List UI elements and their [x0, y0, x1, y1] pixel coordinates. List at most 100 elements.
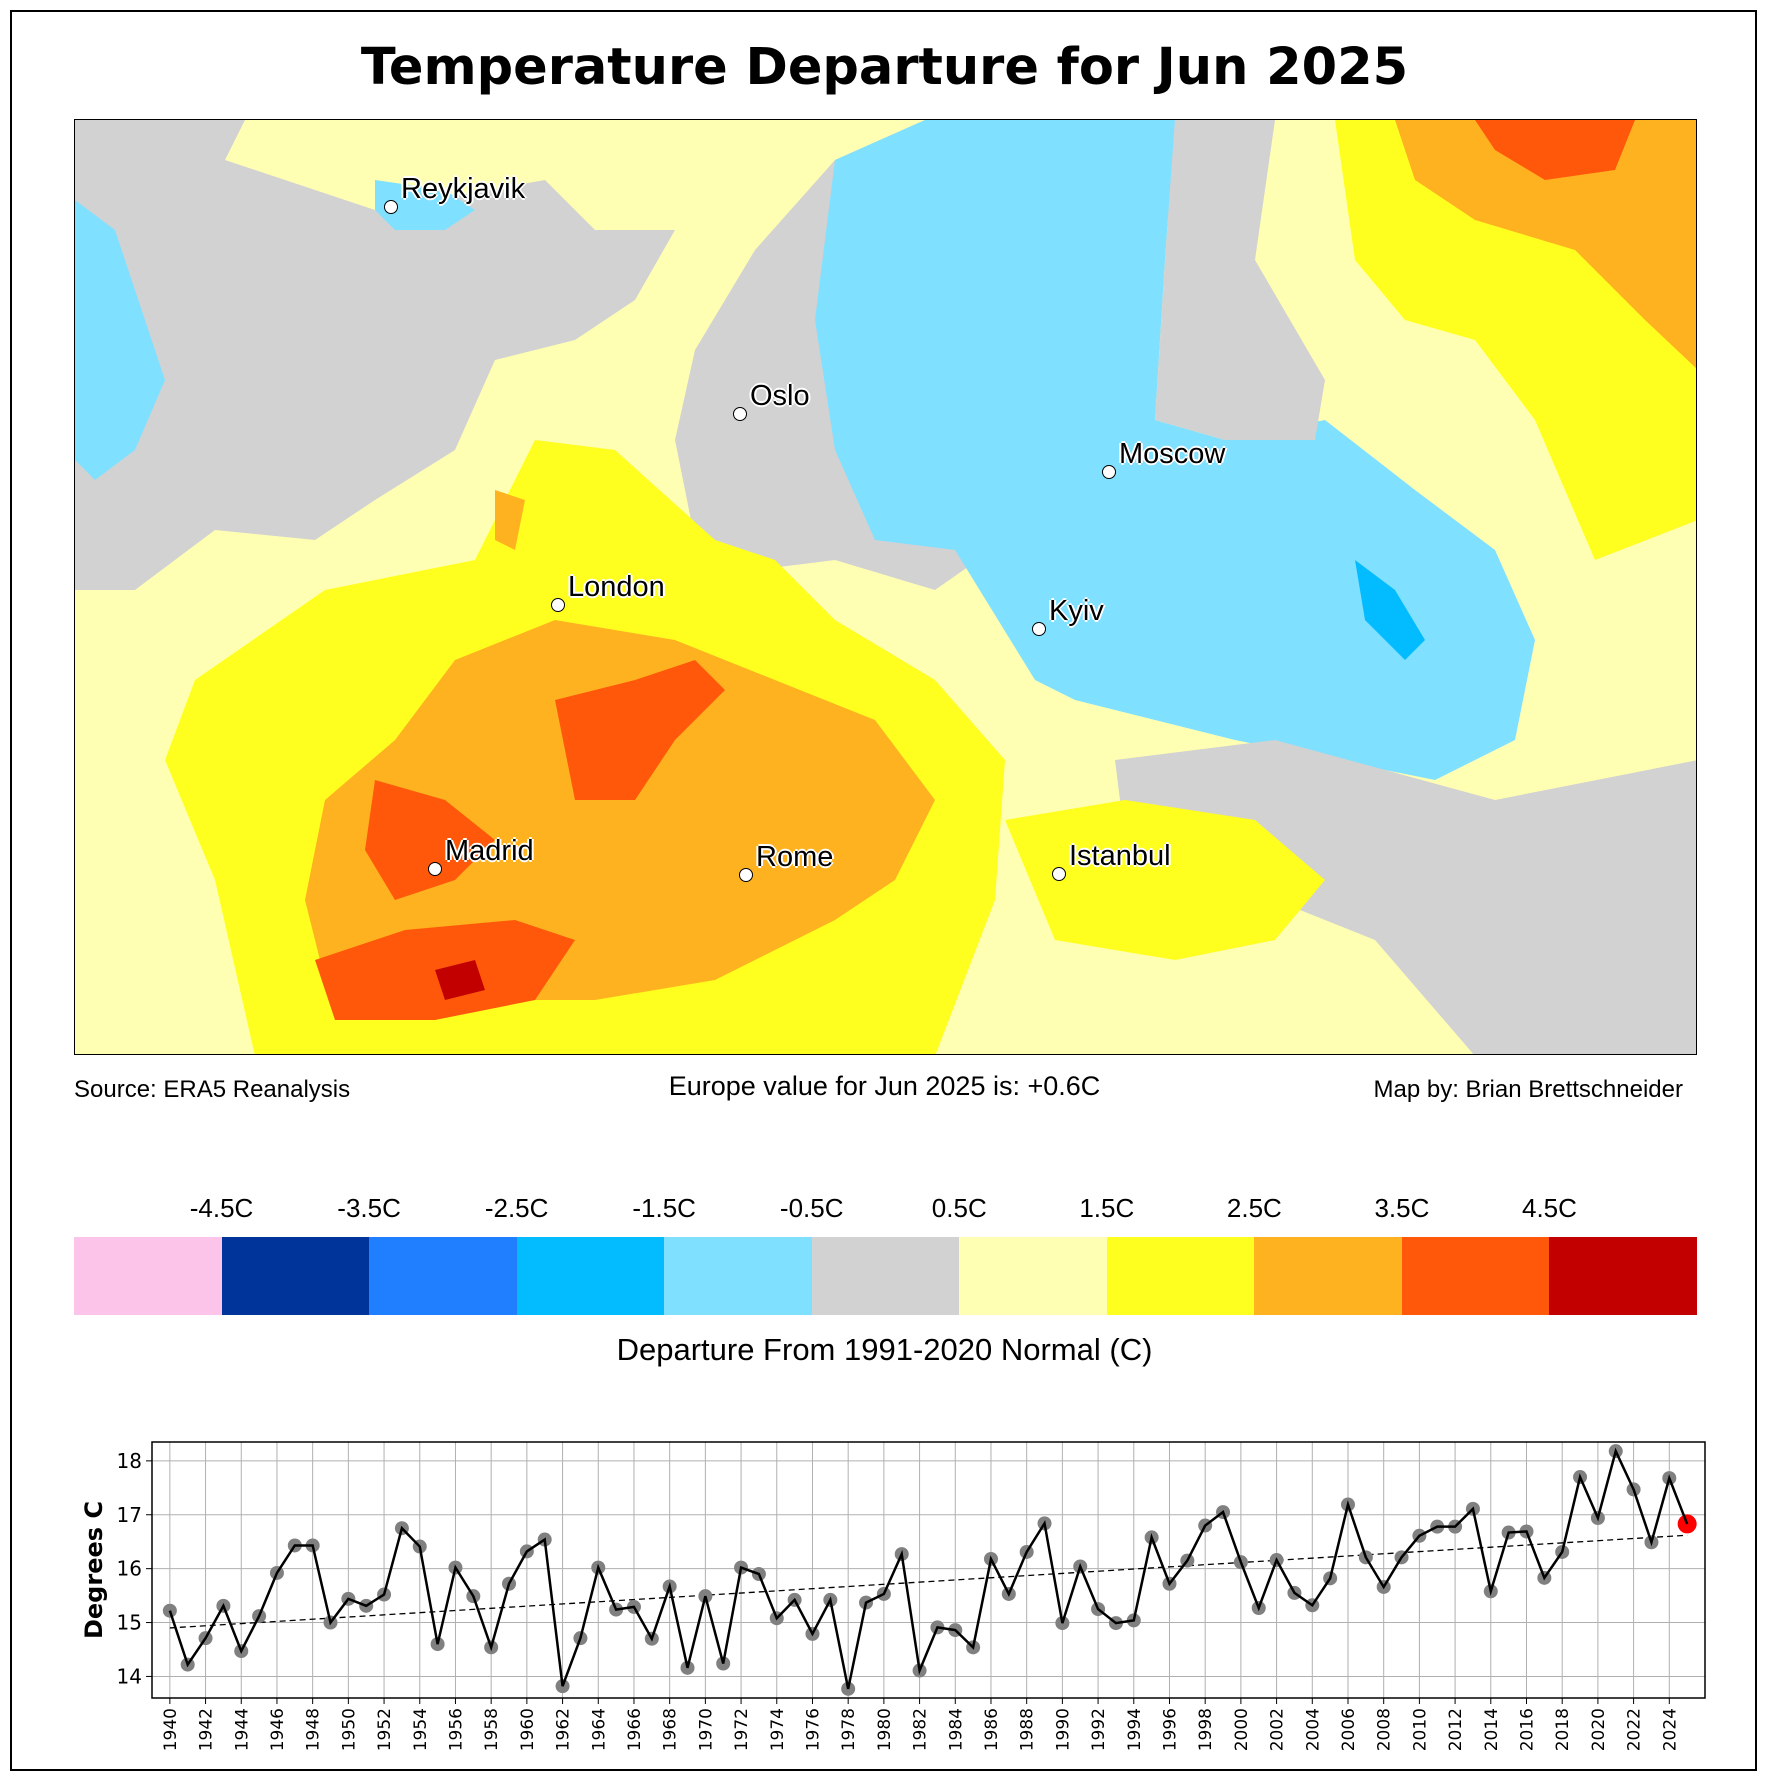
x-tick-label: 1978: [839, 1708, 859, 1751]
y-tick-label: 18: [117, 1449, 142, 1473]
legend-tick-label: 2.5C: [1226, 1193, 1282, 1223]
x-tick-label: 2024: [1660, 1708, 1680, 1751]
city-label: Moscow: [1119, 438, 1226, 470]
x-tick-label: 2018: [1553, 1708, 1573, 1751]
legend-tick-label: 4.5C: [1521, 1193, 1577, 1223]
city-marker-madrid: [428, 862, 442, 876]
x-tick-label: 2014: [1482, 1708, 1502, 1751]
city-marker-istanbul: [1052, 867, 1066, 881]
legend-swatch: [221, 1237, 370, 1315]
y-tick-label: 14: [117, 1664, 142, 1688]
x-tick-label: 1960: [518, 1708, 538, 1751]
x-tick-label: 2012: [1446, 1708, 1466, 1751]
legend-tick-label: 3.5C: [1374, 1193, 1430, 1223]
x-tick-label: 1942: [197, 1708, 217, 1751]
map-region-grey-east: [1155, 120, 1325, 440]
city-label: Istanbul: [1069, 840, 1171, 872]
x-tick-label: 1998: [1196, 1708, 1216, 1751]
x-tick-label: 1946: [268, 1708, 288, 1751]
city-marker-oslo: [733, 407, 747, 421]
legend-swatch: [959, 1237, 1107, 1315]
x-tick-label: 1992: [1089, 1708, 1109, 1751]
highlight-point-2025: [1677, 1514, 1697, 1534]
credit-label: Map by: Brian Brettschneider: [1373, 1076, 1683, 1103]
x-tick-label: 1964: [589, 1708, 609, 1751]
map-region-red-alps: [555, 660, 725, 800]
x-tick-label: 1956: [446, 1708, 466, 1751]
x-tick-label: 1954: [411, 1708, 431, 1751]
source-label: Source: ERA5 Reanalysis: [74, 1076, 351, 1103]
x-tick-label: 1988: [1018, 1708, 1038, 1751]
map-region-blue-caspian: [1355, 560, 1425, 660]
map-region-lightblue-iceland: [375, 180, 475, 230]
legend-tick-label: -4.5C: [189, 1193, 254, 1223]
legend-swatch: [1401, 1237, 1550, 1315]
legend-colorbar: [74, 1237, 1698, 1315]
europe-summary: Europe value for Jun 2025 is: +0.6C: [668, 1071, 1101, 1101]
legend-tick-label: -3.5C: [337, 1193, 401, 1223]
city-marker-reykjavik: [384, 200, 398, 214]
y-tick-label: 17: [117, 1503, 142, 1527]
figure-frame: [10, 10, 1757, 1771]
map-region-lightblue-east: [815, 120, 1535, 780]
legend-title: Departure From 1991-2020 Normal (C): [616, 1332, 1153, 1367]
x-tick-label: 1974: [768, 1708, 788, 1751]
x-tick-label: 1982: [911, 1708, 931, 1751]
map-region-lightblue-atlantic: [75, 200, 165, 480]
city-label: Kyiv: [1049, 595, 1104, 627]
city-label: Oslo: [750, 380, 810, 412]
x-tick-label: 1952: [375, 1708, 395, 1751]
x-tick-label: 2020: [1589, 1708, 1609, 1751]
y-tick-label: 15: [117, 1611, 142, 1635]
x-tick-label: 1958: [482, 1708, 502, 1751]
map-region-darkred-northafrica: [435, 960, 485, 1000]
legend-swatch: [74, 1237, 222, 1315]
x-tick-label: 1980: [875, 1708, 895, 1751]
legend-swatch: [811, 1237, 960, 1315]
x-tick-label: 1976: [803, 1708, 823, 1751]
x-tick-label: 1984: [946, 1708, 966, 1751]
x-tick-label: 1970: [696, 1708, 716, 1751]
map-region-grey-southeast: [1115, 740, 1696, 1054]
x-tick-label: 1972: [732, 1708, 752, 1751]
map-region-orange-uk: [495, 490, 525, 550]
x-tick-label: 1940: [161, 1708, 181, 1751]
legend-swatch: [664, 1237, 812, 1315]
city-label: London: [568, 571, 665, 603]
page-title: Temperature Departure for Jun 2025: [360, 38, 1409, 97]
x-tick-label: 2016: [1517, 1708, 1537, 1751]
trend-line: [169, 1534, 1688, 1629]
x-tick-label: 1968: [661, 1708, 681, 1751]
legend-tick-label: -1.5C: [632, 1193, 696, 1223]
x-tick-label: 1994: [1125, 1708, 1145, 1751]
map-region-grey-atlantic: [75, 120, 675, 590]
city-markers: Reykjavik Oslo Moscow London Kyiv Madrid Rome I…: [75, 120, 1696, 1054]
map-region-yellow-turkey: [1005, 800, 1325, 960]
y-axis-label: Degrees C: [80, 1501, 108, 1639]
temperature-departure-map: Reykjavik Oslo Moscow London Kyiv Madrid Rome I…: [74, 119, 1697, 1055]
city-marker-moscow: [1102, 465, 1116, 479]
legend-tick-label: -2.5C: [484, 1193, 549, 1223]
plot-frame: [151, 1441, 1706, 1699]
x-tick-label: 1966: [625, 1708, 645, 1751]
legend-swatch: [1106, 1237, 1255, 1315]
legend-tick-label: -0.5C: [779, 1193, 844, 1223]
series-line: [168, 1447, 1689, 1690]
x-tick-label: 2004: [1303, 1708, 1323, 1751]
legend-swatch: [369, 1237, 517, 1315]
x-tick-label: 1996: [1160, 1708, 1180, 1751]
x-tick-label: 2000: [1232, 1708, 1252, 1751]
x-tick-label: 2002: [1268, 1708, 1288, 1751]
x-tick-label: 1990: [1053, 1708, 1073, 1751]
map-canvas: [75, 120, 1696, 1054]
x-tick-label: 2008: [1375, 1708, 1395, 1751]
x-tick-label: 1962: [554, 1708, 574, 1751]
map-region-orange-west: [305, 620, 935, 1000]
city-marker-london: [551, 598, 565, 612]
legend-tick-label: 0.5C: [931, 1193, 987, 1223]
legend-swatch: [1549, 1237, 1698, 1315]
x-tick-label: 2010: [1410, 1708, 1430, 1751]
x-tick-label: 1986: [982, 1708, 1002, 1751]
x-tick-label: 2006: [1339, 1708, 1359, 1751]
legend-swatch: [1254, 1237, 1402, 1315]
